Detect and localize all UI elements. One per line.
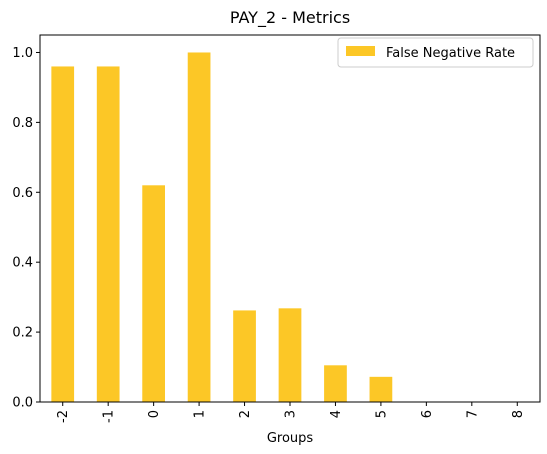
y-tick-label: 0.2: [12, 326, 33, 341]
bar-0: [142, 185, 165, 402]
legend: False Negative Rate: [337, 37, 534, 68]
x-tick-label: -2: [56, 410, 71, 423]
legend-label: False Negative Rate: [386, 46, 515, 61]
x-tick-label: 6: [420, 410, 435, 418]
x-tick-label: 1: [193, 410, 208, 418]
y-tick-label: 0.4: [12, 256, 33, 271]
bar--2: [51, 66, 75, 402]
legend-box: [337, 37, 534, 68]
plot-frame: [39, 34, 541, 403]
x-tick-label: -1: [102, 410, 117, 423]
x-tick-label: 5: [374, 410, 389, 418]
legend-swatch: [346, 46, 375, 56]
x-tick-label: 0: [147, 410, 162, 418]
bar-3: [278, 308, 302, 402]
x-axis: -2 -1 0 1 2 3 4 5 6 7 8: [56, 402, 526, 423]
y-tick-label: 0.8: [12, 116, 33, 131]
x-tick-label: 2: [238, 410, 253, 418]
x-tick-label: 7: [465, 410, 480, 418]
x-tick-label: 8: [511, 410, 526, 418]
y-tick-label: 0.6: [12, 186, 33, 201]
bar-1: [187, 52, 211, 402]
x-axis-label: Groups: [267, 431, 314, 446]
x-tick-label: 4: [329, 410, 344, 418]
y-axis: 0.0 0.2 0.4 0.6 0.8 1.0: [12, 46, 40, 411]
bar--1: [96, 66, 120, 402]
bar-4: [324, 365, 347, 402]
y-tick-label: 1.0: [12, 46, 33, 61]
x-tick-label: 3: [284, 410, 299, 418]
bar-5: [369, 376, 393, 402]
y-tick-label: 0.0: [12, 396, 33, 411]
bar-2: [233, 310, 256, 402]
bars-group: [51, 52, 393, 402]
chart-title: PAY_2 - Metrics: [230, 8, 350, 28]
